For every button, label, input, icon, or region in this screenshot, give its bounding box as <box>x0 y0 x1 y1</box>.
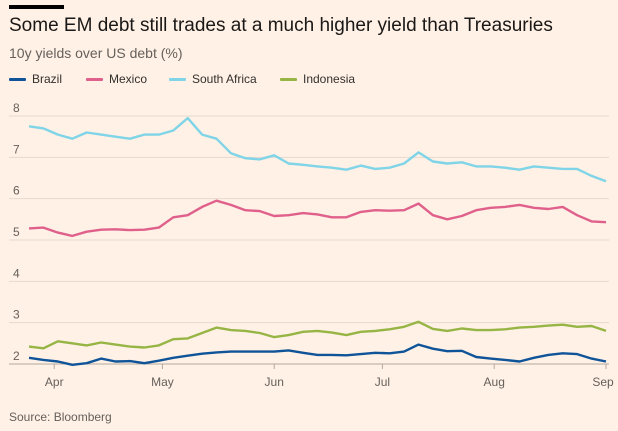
y-tick-label: 5 <box>13 225 20 239</box>
legend-label-south-africa: South Africa <box>192 72 257 86</box>
legend-item-brazil: Brazil <box>9 72 62 86</box>
y-tick-label: 3 <box>13 308 20 322</box>
legend-label-mexico: Mexico <box>109 72 148 86</box>
legend-item-indonesia: Indonesia <box>280 72 355 86</box>
x-tick-label: Sep <box>592 375 614 389</box>
series-line-south-africa <box>28 116 607 183</box>
y-tick-label: 6 <box>13 184 20 198</box>
source-note: Source: Bloomberg <box>9 410 112 424</box>
legend-item-south-africa: South Africa <box>169 72 257 86</box>
y-axis-ticks: 2 3 4 5 6 7 8 <box>13 101 20 363</box>
legend-swatch-indonesia <box>280 77 297 81</box>
x-tick-label: Jul <box>375 375 390 389</box>
series-line-indonesia <box>28 320 607 350</box>
chart-subtitle: 10y yields over US debt (%) <box>9 45 183 61</box>
x-tick-label: May <box>151 375 174 389</box>
series-lines <box>28 116 607 366</box>
legend-label-indonesia: Indonesia <box>303 72 356 86</box>
y-tick-label: 7 <box>13 142 20 156</box>
x-tick-label: Aug <box>484 375 505 389</box>
series-line-mexico <box>28 199 607 238</box>
y-tick-label: 8 <box>13 101 20 115</box>
legend-label-brazil: Brazil <box>32 72 63 86</box>
legend-swatch-mexico <box>86 77 103 81</box>
legend-swatch-south-africa <box>169 77 186 81</box>
y-tick-label: 2 <box>13 349 20 363</box>
brand-bar <box>9 5 64 9</box>
y-tick-label: 4 <box>13 266 20 280</box>
series-line-brazil <box>28 343 607 366</box>
x-tick-label: Apr <box>45 375 64 389</box>
x-axis-ticks: Apr May Jun Jul Aug Sep <box>45 364 614 389</box>
legend-item-mexico: Mexico <box>86 72 147 86</box>
legend-swatch-brazil <box>9 77 26 81</box>
chart-title: Some EM debt still trades at a much high… <box>9 15 553 36</box>
x-tick-label: Jun <box>265 375 284 389</box>
gridlines <box>9 115 609 365</box>
